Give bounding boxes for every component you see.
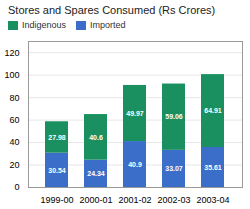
svg-text:20: 20	[9, 160, 19, 170]
svg-text:0: 0	[14, 182, 19, 192]
html-text:Indigenous: Indigenous	[22, 20, 66, 30]
svg-text:2003-04: 2003-04	[196, 195, 229, 205]
svg-text:120: 120	[4, 48, 19, 58]
svg-text:64.91: 64.91	[204, 107, 222, 114]
svg-text:100: 100	[4, 70, 19, 80]
svg-text:2001-02: 2001-02	[118, 195, 151, 205]
svg-text:49.97: 49.97	[126, 110, 144, 117]
svg-text:1999-00: 1999-00	[40, 195, 73, 205]
svg-text:59.06: 59.06	[165, 113, 183, 120]
svg-text:33.07: 33.07	[165, 165, 183, 172]
svg-text:80: 80	[9, 93, 19, 103]
svg-text:60: 60	[9, 115, 19, 125]
html-text:Stores and Spares Consumed (Rs: Stores and Spares Consumed (Rs Crores)	[8, 4, 216, 16]
svg-text:2002-03: 2002-03	[157, 195, 190, 205]
html-text:Imported: Imported	[90, 20, 126, 30]
svg-text:24.34: 24.34	[87, 170, 105, 177]
svg-text:2000-01: 2000-01	[79, 195, 112, 205]
svg-text:27.98: 27.98	[48, 134, 66, 141]
svg-text:40.6: 40.6	[89, 134, 103, 141]
svg-text:40.9: 40.9	[128, 161, 142, 168]
svg-text:40: 40	[9, 137, 19, 147]
svg-text:30.54: 30.54	[48, 167, 66, 174]
svg-text:35.61: 35.61	[204, 164, 222, 171]
